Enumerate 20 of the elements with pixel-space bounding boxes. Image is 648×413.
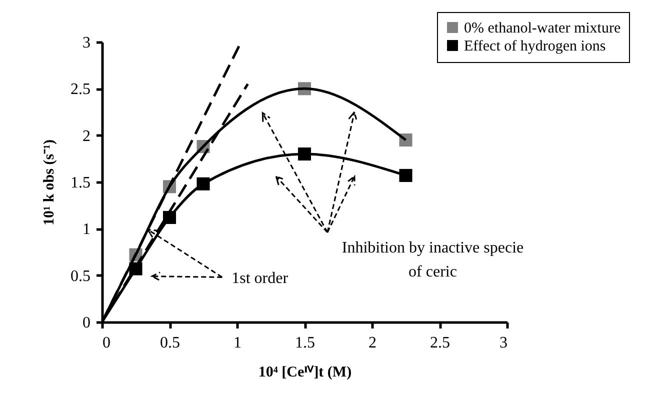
x-tick-label: 1: [234, 334, 242, 352]
y-tick-label: 0.5: [70, 268, 90, 285]
x-tick-label: 2.5: [430, 334, 450, 352]
annotation: Inhibition by inactive specie of ceric: [342, 239, 524, 280]
x-tick-label: 0: [102, 334, 110, 352]
y-tick-label: 0: [82, 314, 90, 332]
x-tick-label: 3: [500, 334, 508, 352]
y-tick-label: 1: [82, 221, 90, 238]
x-tick-label: 1.5: [295, 334, 315, 352]
x-tick-label: 0.5: [160, 334, 180, 352]
annotation: 1st order: [232, 270, 289, 288]
legend-label: Effect of hydrogen ions: [464, 38, 606, 54]
y-tick-label: 2.5: [70, 81, 90, 98]
y-tick-label: 2: [82, 128, 90, 145]
x-axis-title: 10⁴ [Ceᴵⱽ]t (M): [258, 364, 352, 380]
y-axis-title: 10¹ k obs (s⁻¹): [42, 139, 58, 226]
x-tick-label: 2: [368, 334, 376, 352]
y-tick-label: 1.5: [70, 174, 90, 192]
y-tick-label: 3: [82, 34, 90, 52]
legend-label: 0% ethanol-water mixture: [464, 20, 621, 36]
